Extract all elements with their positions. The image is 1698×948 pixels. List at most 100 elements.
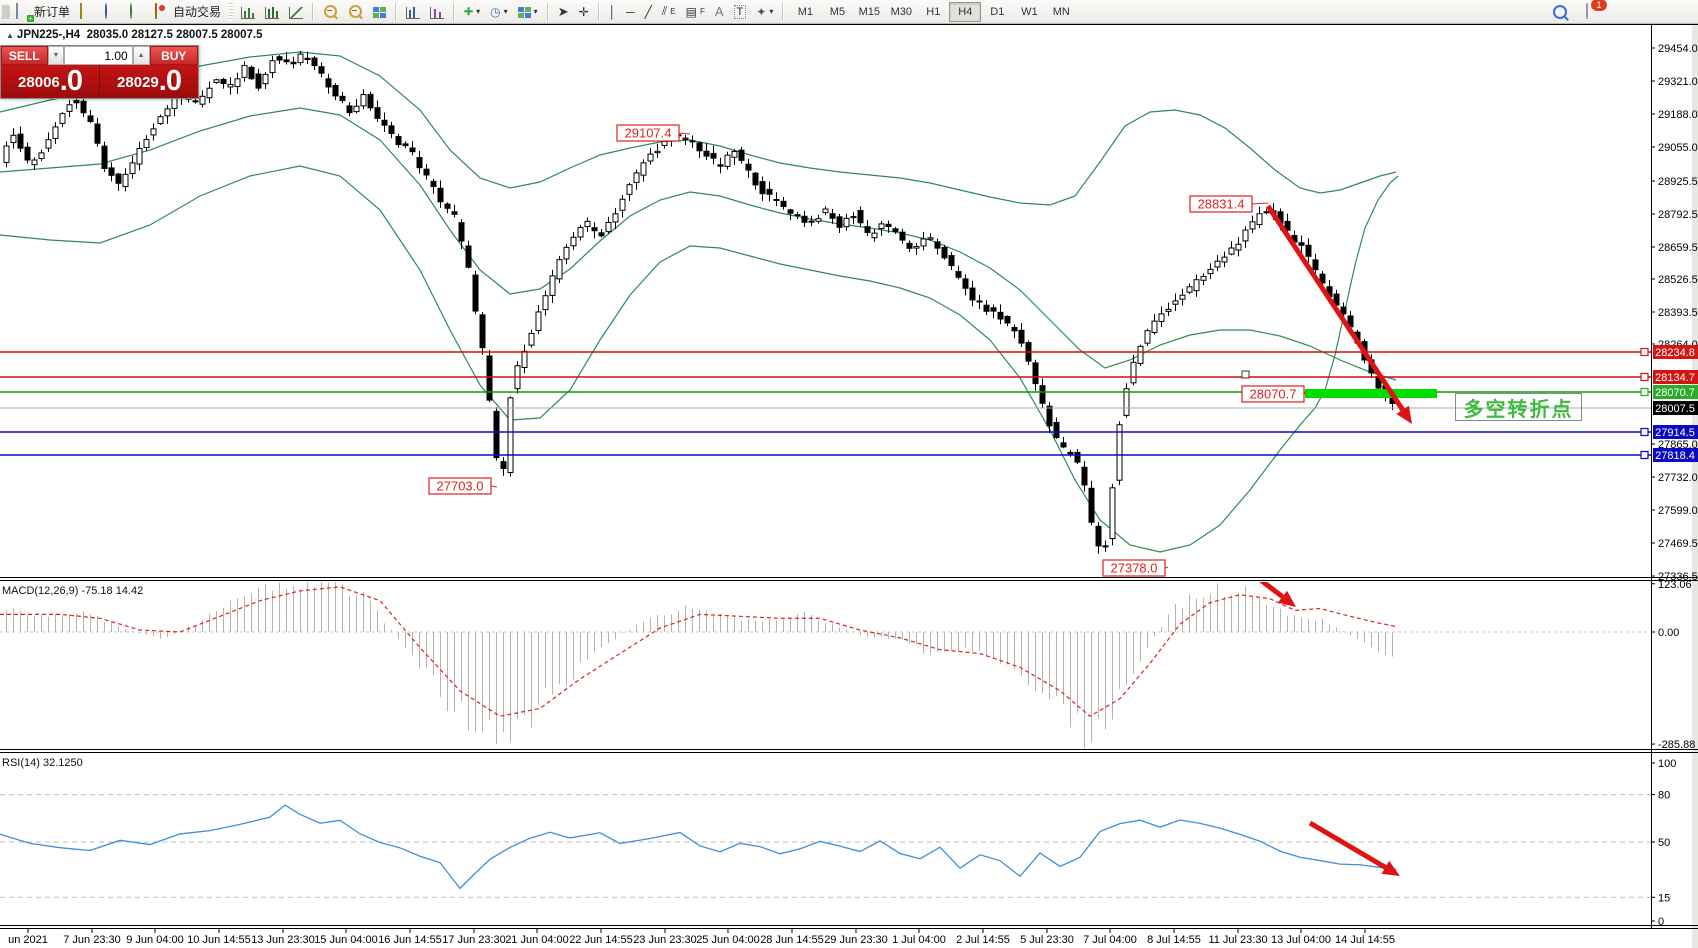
price-callout-box[interactable] — [616, 124, 680, 142]
candle-body — [969, 287, 976, 301]
text-icon: A — [714, 4, 724, 19]
price-tag — [1653, 345, 1698, 359]
candle-body — [976, 300, 983, 303]
timeframe-d1[interactable]: D1 — [990, 5, 1005, 18]
clock-icon: ◷ — [490, 4, 501, 19]
timeframe-m5[interactable]: M5 — [829, 5, 845, 18]
line-chart-icon — [289, 6, 304, 19]
line-anchor-handle[interactable] — [1640, 427, 1649, 437]
price-scale-label: 28526.5 — [1658, 274, 1698, 286]
annotation-textbox[interactable]: 多空转折点 — [1455, 393, 1582, 421]
candle-body — [1004, 315, 1011, 324]
zoom-in-button[interactable] — [319, 1, 342, 23]
macd-pane[interactable] — [0, 543, 1651, 749]
new-order-button[interactable]: + 新订单 — [12, 1, 74, 23]
cursor-tool-button[interactable]: ➤ — [554, 1, 573, 23]
bar-chart-button[interactable] — [237, 1, 259, 23]
candle-body — [122, 173, 129, 188]
navigator-button[interactable] — [126, 1, 149, 23]
timeframe-h4[interactable]: H4 — [949, 1, 982, 22]
candle-body — [640, 162, 647, 176]
trendline-tool-button[interactable]: ╱ — [641, 1, 656, 23]
candle-body — [1095, 525, 1102, 547]
template-button[interactable]: ▾ — [514, 1, 542, 23]
crosshair-tool-button[interactable]: ✛ — [575, 1, 593, 23]
label-tool-button[interactable]: T — [730, 1, 751, 23]
candle-body — [934, 241, 941, 249]
candle-body — [437, 187, 444, 203]
candle-body — [1179, 294, 1186, 300]
volume-input[interactable]: 1.00 — [64, 46, 133, 65]
price-callout-box[interactable] — [1189, 195, 1253, 213]
time-axis-label: 7 Jun 23:30 — [63, 934, 121, 946]
period-button[interactable]: ◷ ▾ — [490, 4, 508, 19]
price-callout-box[interactable] — [428, 477, 492, 495]
time-axis-label: 8 Jul 14:55 — [1147, 934, 1201, 946]
autotrading-button[interactable]: 自动交易 — [151, 1, 225, 23]
objects-list-icon — [430, 6, 445, 19]
volume-decrease-button[interactable]: ▼ — [47, 46, 65, 65]
candle-body — [1060, 442, 1067, 448]
search-icon — [1553, 4, 1567, 19]
add-indicator-button[interactable]: 🞥 ▾ — [464, 4, 481, 18]
channel-tool-button[interactable]: ⫽ E — [661, 4, 676, 18]
vline-tool-button[interactable]: │ — [605, 1, 621, 23]
time-axis-label: 23 Jun 23:30 — [633, 934, 697, 946]
candle-body — [143, 139, 150, 149]
line-anchor-handle[interactable] — [1640, 347, 1649, 357]
indicators-button[interactable] — [402, 1, 424, 23]
timeframe-h1[interactable]: H1 — [926, 5, 941, 18]
candle-body — [787, 209, 794, 214]
trend-arrow[interactable] — [1265, 204, 1405, 412]
line-anchor-handle[interactable] — [1640, 372, 1649, 382]
line-anchor-handle[interactable] — [1640, 387, 1649, 397]
hline-tool-button[interactable]: ─ — [622, 1, 639, 23]
zoom-in-icon — [323, 4, 338, 19]
notifications-button[interactable]: 1 — [1582, 0, 1608, 23]
market-watch-icon — [80, 3, 95, 19]
candle-body — [1172, 300, 1179, 305]
buy-price[interactable]: 28029.0 — [117, 65, 182, 97]
trend-arrow[interactable] — [1212, 543, 1284, 599]
timeframe-m1[interactable]: M1 — [797, 5, 813, 18]
timeframe-w1[interactable]: W1 — [1021, 5, 1038, 18]
main-pane[interactable]: 29107.4 28831.4 28070.7 27703.0 27378.0 — [0, 50, 1651, 577]
candle-body — [612, 213, 619, 223]
price-callout-box[interactable] — [1241, 385, 1305, 403]
text-tool-button[interactable]: A — [711, 1, 728, 23]
candle-body — [332, 84, 339, 97]
candle-body — [262, 73, 269, 85]
highlight-bar[interactable] — [1305, 389, 1437, 398]
selection-handle[interactable] — [1241, 370, 1250, 379]
candle-body — [1228, 247, 1235, 255]
candle-body — [157, 116, 164, 125]
line-anchor-handle[interactable] — [1640, 450, 1649, 460]
line-chart-button[interactable] — [285, 1, 307, 23]
candle-body — [878, 223, 885, 230]
zoom-out-button[interactable] — [344, 1, 367, 23]
tile-windows-button[interactable] — [369, 1, 390, 23]
volume-increase-button[interactable]: ▲ — [132, 46, 150, 65]
candle-body — [941, 247, 948, 259]
timeframe-m30[interactable]: M30 — [890, 5, 913, 18]
timeframe-m15[interactable]: M15 — [858, 5, 881, 18]
sell-button[interactable]: SELL — [1, 46, 48, 65]
callout-leader — [490, 485, 498, 488]
rsi-scale-label: 50 — [1658, 837, 1670, 849]
data-window-button[interactable] — [101, 1, 124, 23]
trend-arrow[interactable] — [1308, 820, 1387, 870]
toolbar-search-button[interactable] — [1549, 1, 1571, 23]
candle-body — [199, 95, 206, 105]
objects-list-button[interactable] — [426, 1, 448, 23]
shapes-tool-button[interactable]: ✦ ▾ — [756, 4, 774, 19]
fibonacci-tool-button[interactable]: ▤ F — [685, 4, 705, 19]
price-callout-box[interactable] — [1102, 559, 1166, 577]
market-watch-button[interactable] — [76, 1, 99, 23]
sell-price[interactable]: 28006.0 — [1, 65, 100, 98]
candlestick-chart-button[interactable] — [261, 1, 283, 23]
buy-button[interactable]: BUY — [149, 46, 198, 65]
candle-body — [1256, 213, 1263, 226]
rsi-pane[interactable] — [0, 794, 1651, 898]
timeframe-mn[interactable]: MN — [1052, 5, 1070, 18]
